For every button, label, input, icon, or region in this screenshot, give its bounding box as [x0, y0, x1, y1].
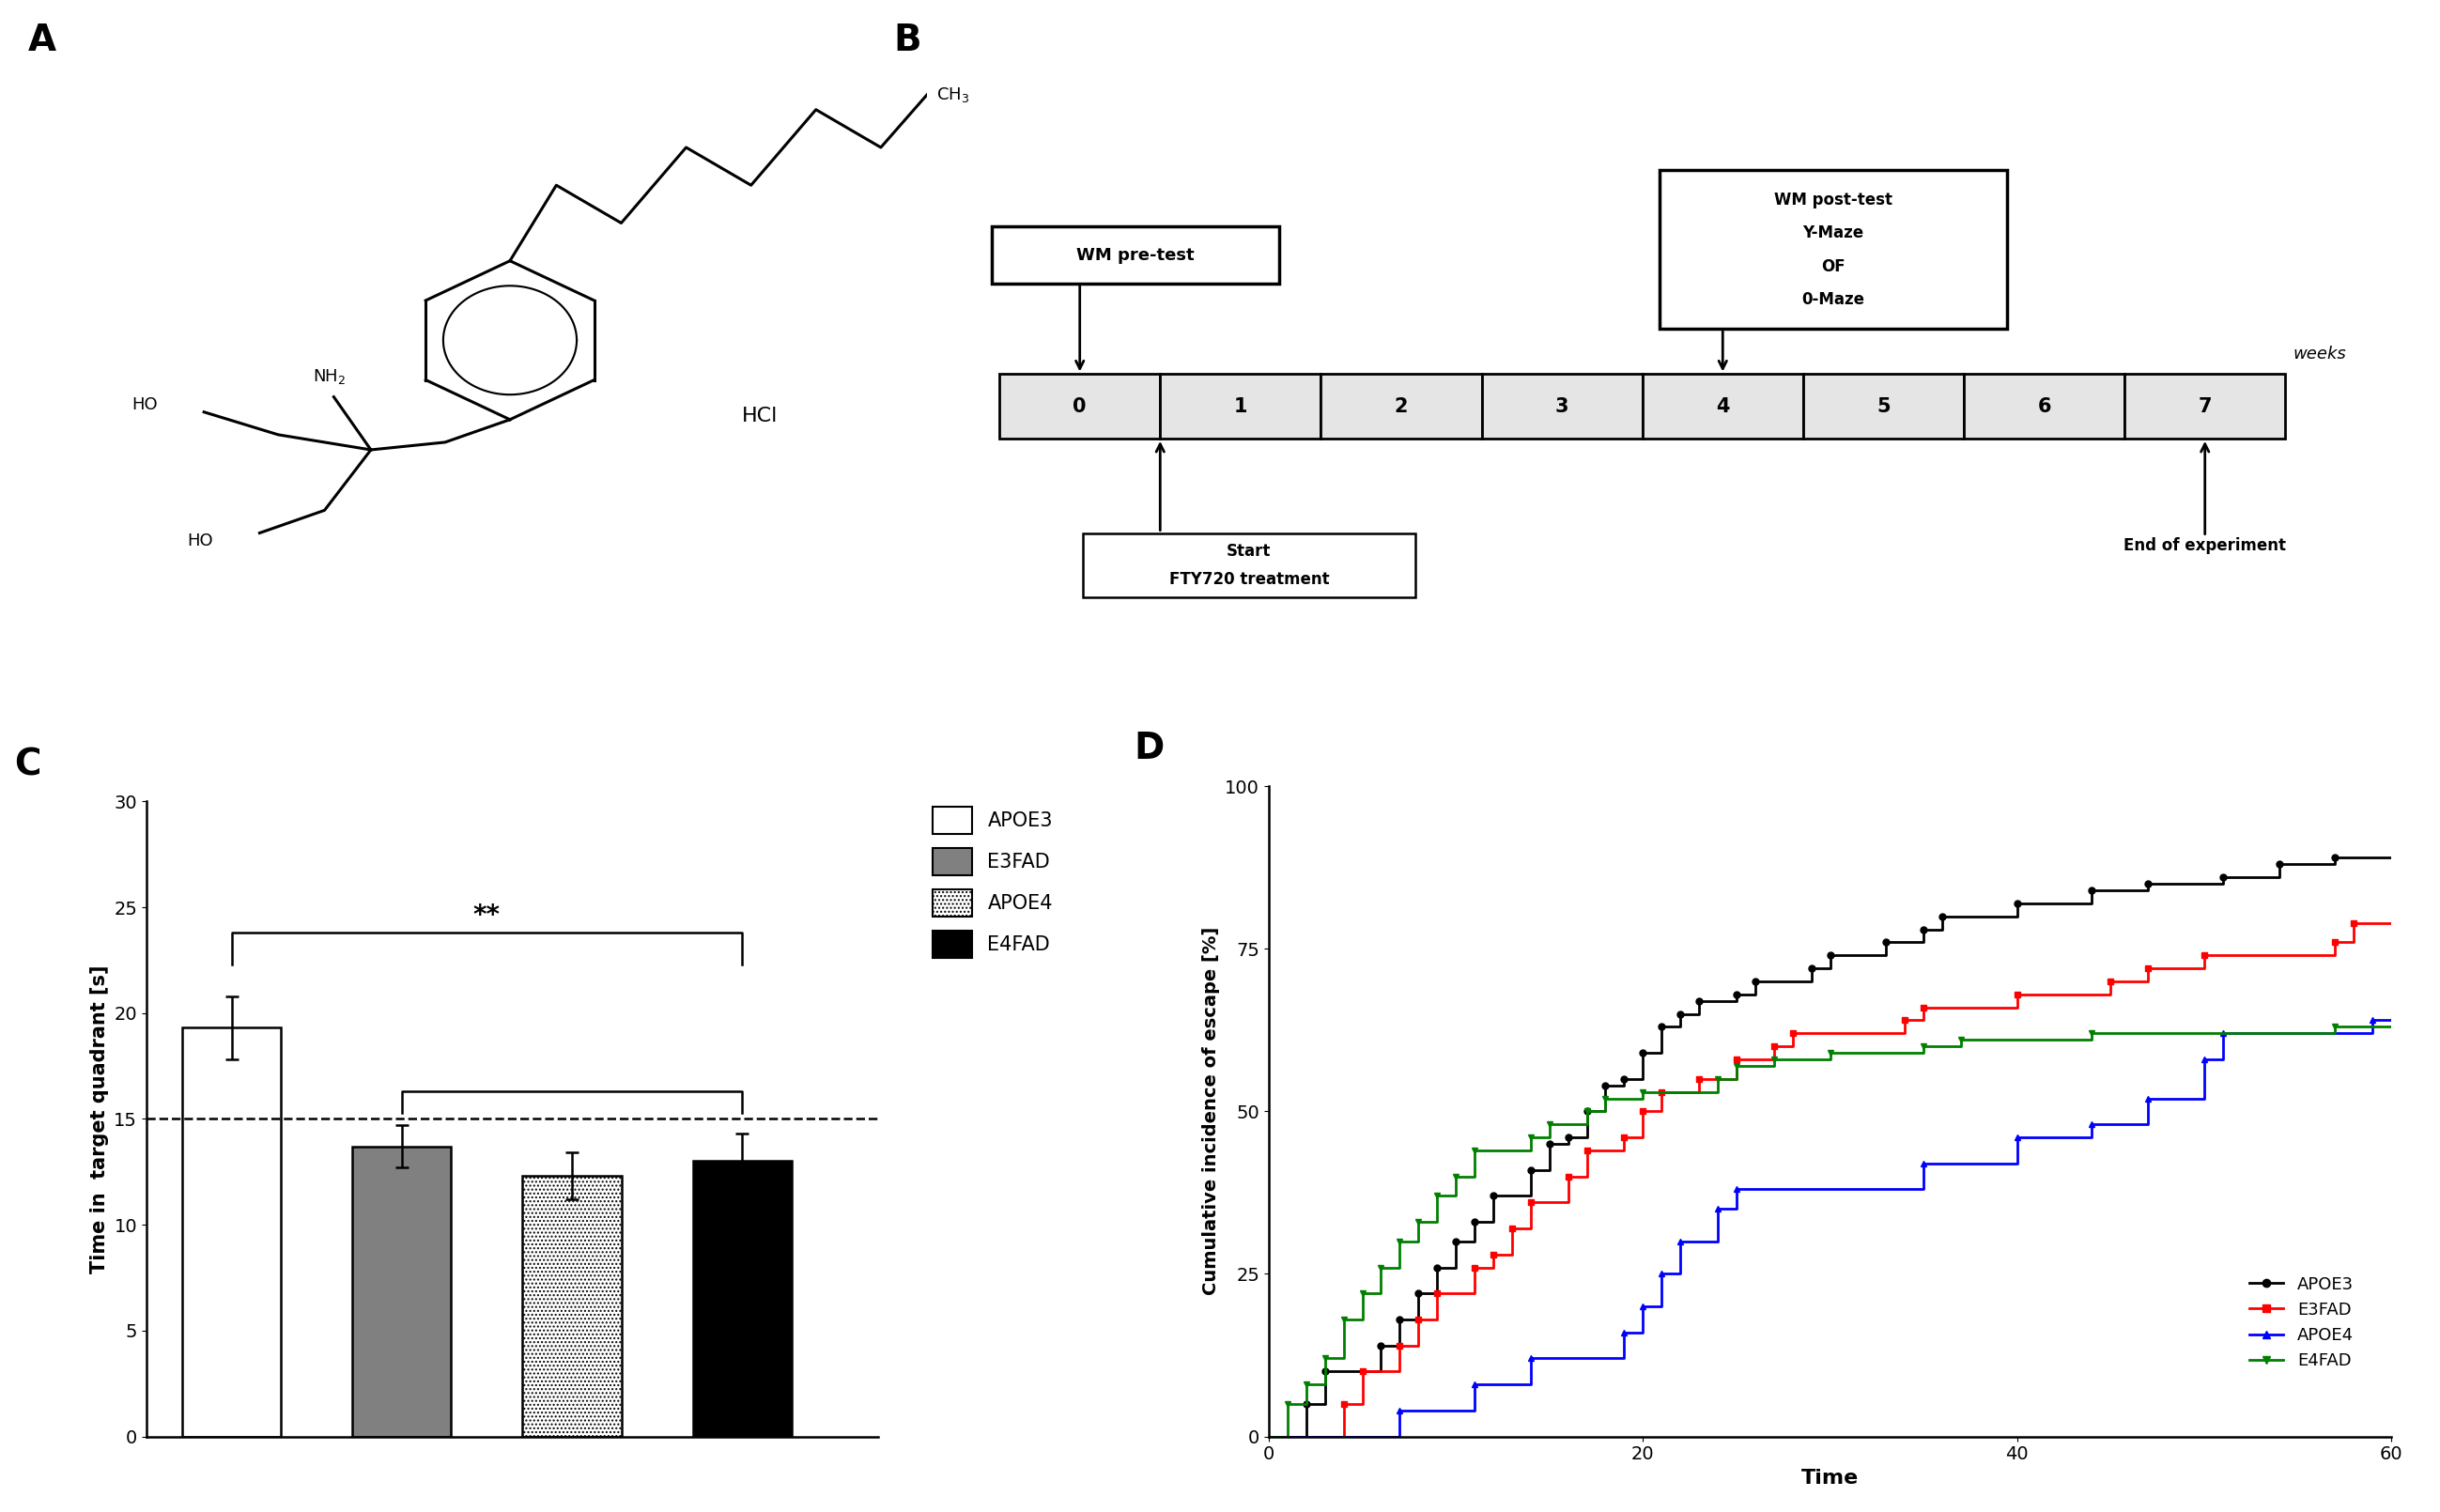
- Text: 0-Maze: 0-Maze: [1801, 290, 1864, 308]
- Text: B: B: [893, 23, 922, 59]
- Bar: [1159, 375, 1320, 438]
- Text: weeks: weeks: [2294, 346, 2347, 363]
- Text: NH$_2$: NH$_2$: [312, 367, 346, 386]
- Text: 6: 6: [2037, 398, 2052, 416]
- Text: HO: HO: [132, 396, 159, 413]
- Text: WM pre-test: WM pre-test: [1076, 246, 1196, 263]
- Text: WM post-test: WM post-test: [1774, 192, 1893, 209]
- Bar: [351, 1146, 451, 1436]
- Text: **: **: [473, 903, 500, 928]
- Text: 1: 1: [1235, 398, 1247, 416]
- Bar: [1000, 375, 1159, 438]
- Text: HO: HO: [188, 532, 212, 549]
- Bar: [1642, 375, 1803, 438]
- Text: CH$_3$: CH$_3$: [937, 85, 969, 104]
- Text: OF: OF: [1820, 257, 1845, 275]
- Text: A: A: [27, 23, 56, 59]
- FancyBboxPatch shape: [991, 227, 1279, 284]
- Text: Start: Start: [1227, 543, 1271, 559]
- Y-axis label: Time in  target quadrant [s]: Time in target quadrant [s]: [90, 965, 110, 1273]
- Text: 2: 2: [1393, 398, 1408, 416]
- Bar: [2125, 375, 2286, 438]
- Text: 5: 5: [1876, 398, 1891, 416]
- Legend: APOE3, E3FAD, APOE4, E4FAD: APOE3, E3FAD, APOE4, E4FAD: [2242, 1269, 2359, 1376]
- Bar: [1803, 375, 1964, 438]
- FancyBboxPatch shape: [1659, 169, 2008, 328]
- Text: FTY720 treatment: FTY720 treatment: [1169, 572, 1330, 588]
- Text: 0: 0: [1074, 398, 1086, 416]
- FancyBboxPatch shape: [1083, 534, 1415, 597]
- Text: HCl: HCl: [742, 407, 778, 425]
- Bar: [522, 1176, 622, 1436]
- Text: 4: 4: [1715, 398, 1730, 416]
- Bar: [1481, 375, 1642, 438]
- Bar: [1964, 375, 2125, 438]
- Text: Y-Maze: Y-Maze: [1803, 224, 1864, 242]
- Y-axis label: Cumulative incidence of escape [%]: Cumulative incidence of escape [%]: [1203, 927, 1220, 1296]
- Text: C: C: [15, 747, 41, 782]
- Text: End of experiment: End of experiment: [2123, 537, 2286, 553]
- Legend: APOE3, E3FAD, APOE4, E4FAD: APOE3, E3FAD, APOE4, E4FAD: [925, 798, 1061, 966]
- Text: 3: 3: [1554, 398, 1569, 416]
- Bar: [693, 1161, 791, 1436]
- Bar: [1320, 375, 1481, 438]
- Bar: [183, 1028, 281, 1436]
- Text: 7: 7: [2198, 398, 2211, 416]
- X-axis label: Time: Time: [1801, 1468, 1859, 1488]
- Text: D: D: [1135, 730, 1164, 767]
